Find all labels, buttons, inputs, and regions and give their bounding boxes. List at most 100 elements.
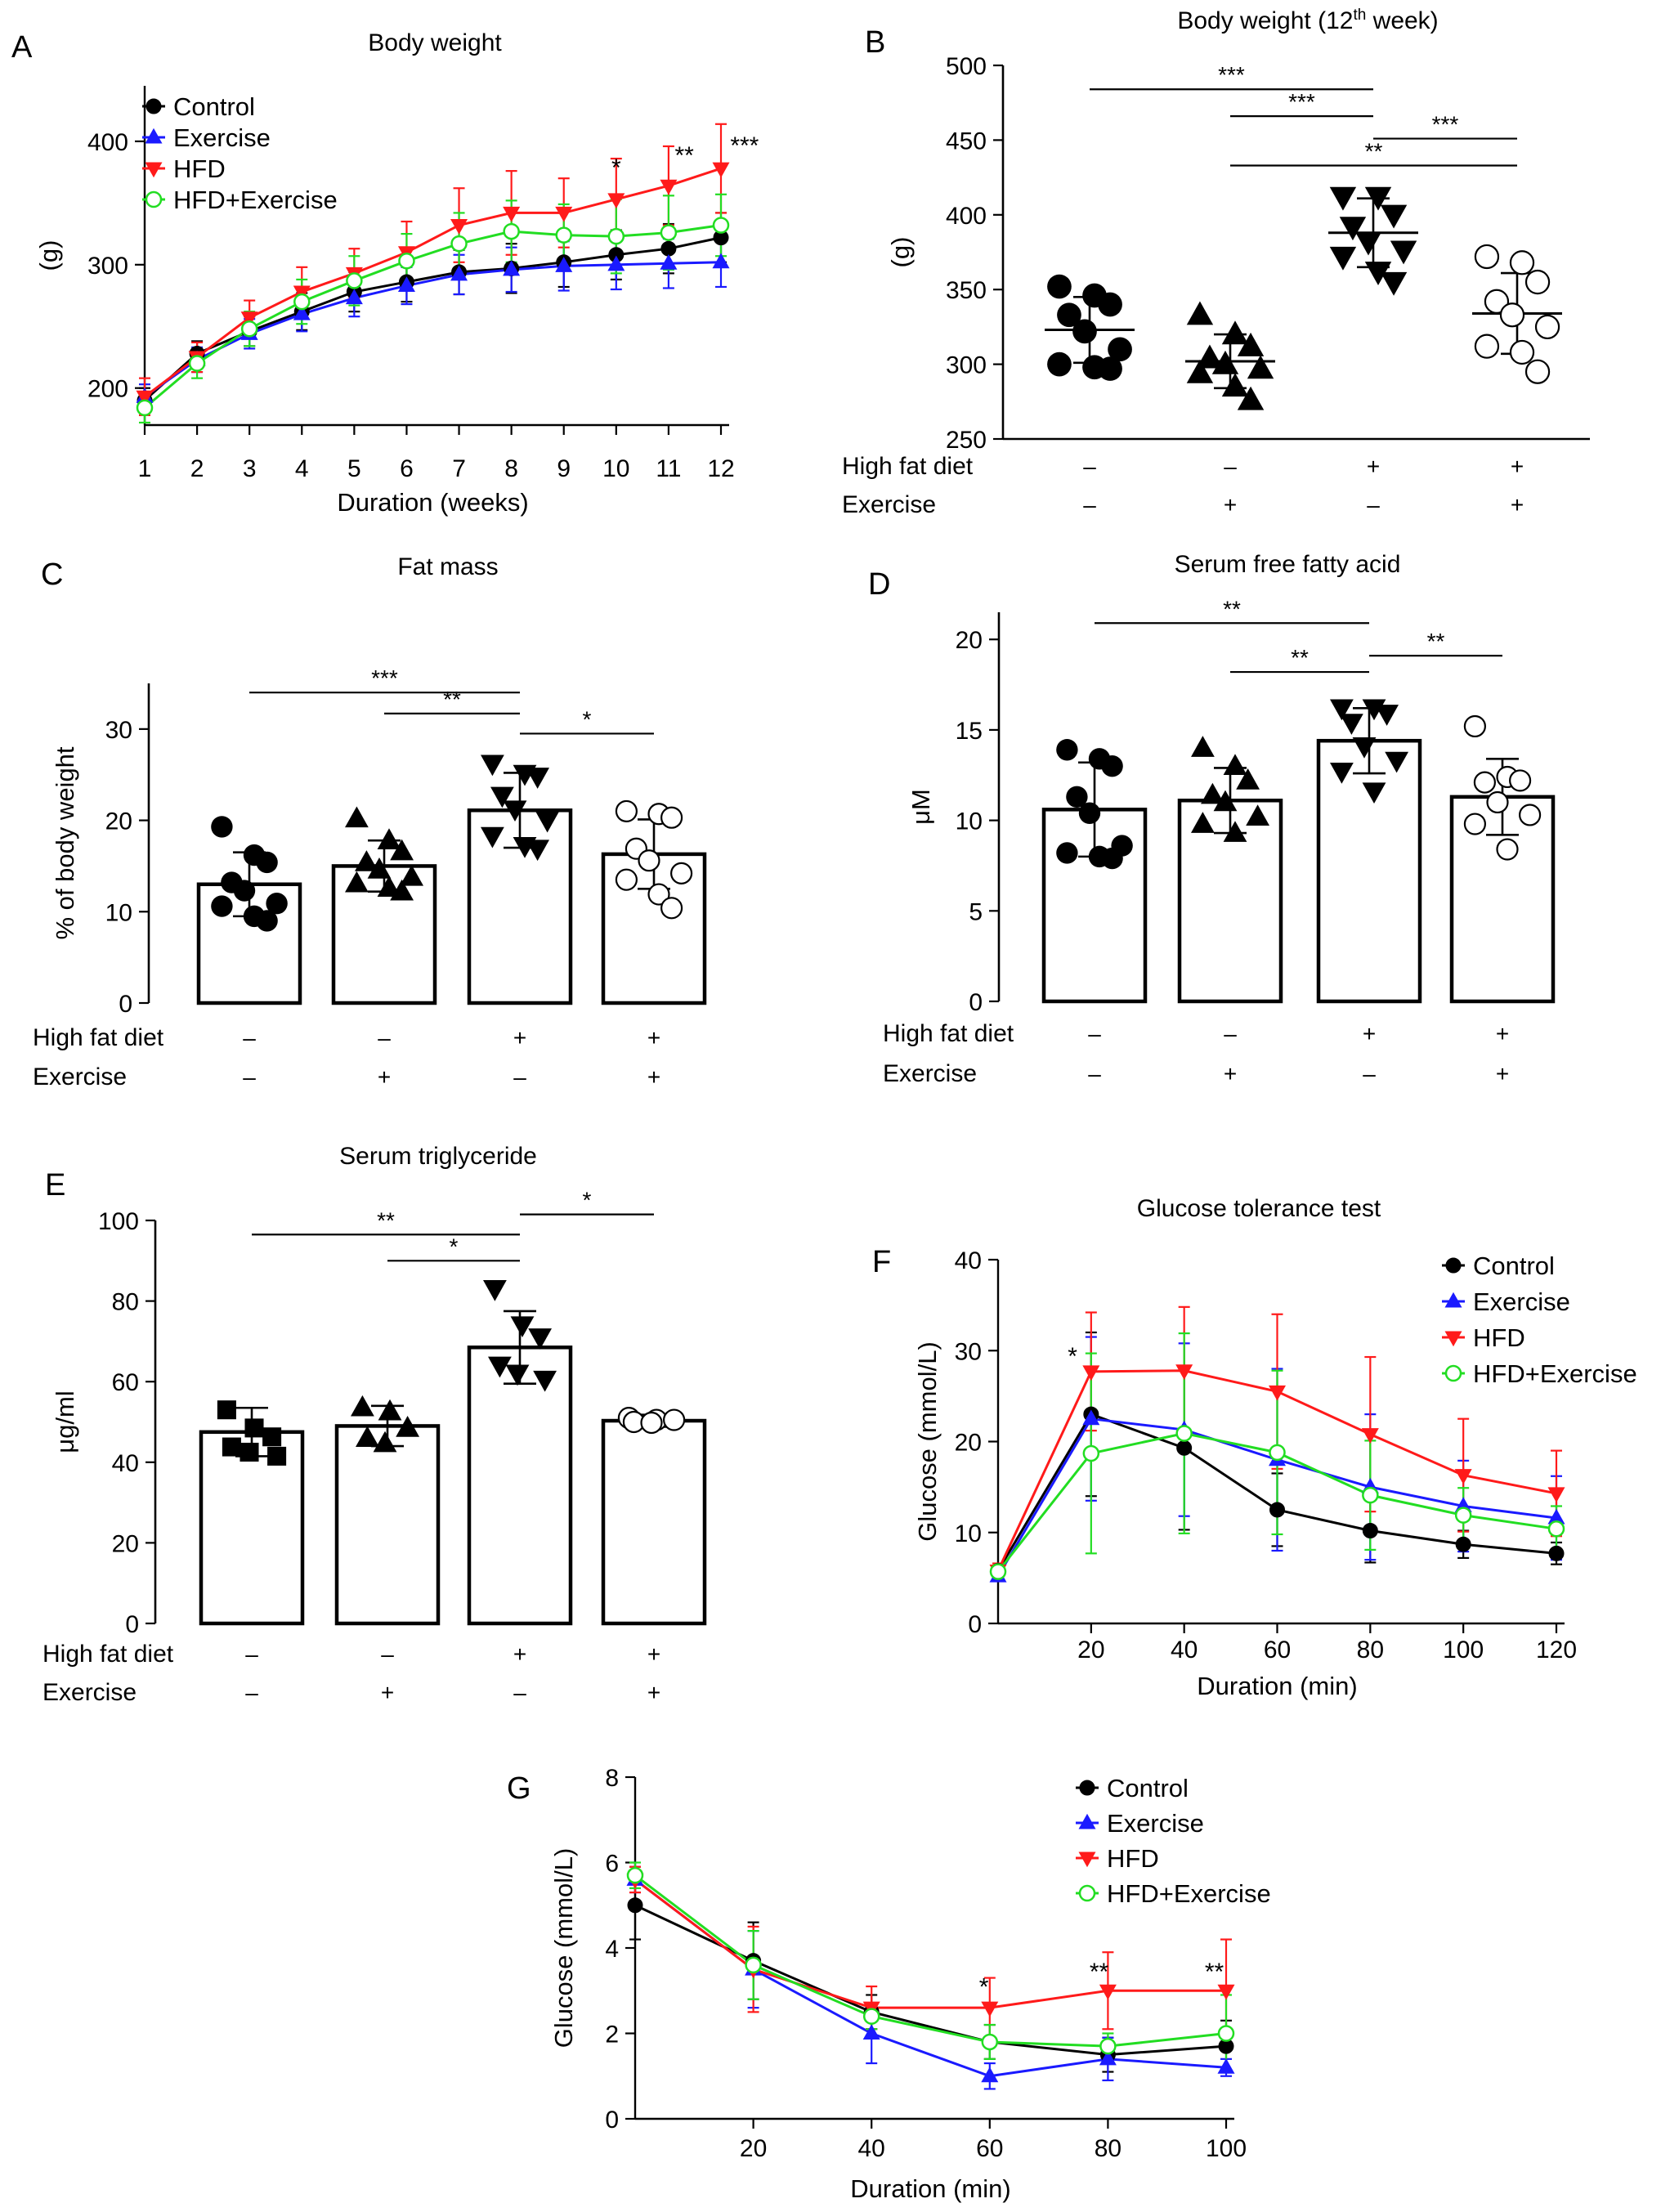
- data-point: [293, 293, 311, 311]
- data-point: [390, 839, 414, 861]
- group-control: [1041, 761, 1148, 1004]
- y-tick-label: 300: [946, 352, 987, 379]
- y-tick-label: 0: [119, 991, 132, 1018]
- x-tick-label: 60: [976, 2135, 1003, 2162]
- y-tick-label: 0: [969, 989, 983, 1016]
- data-point: [1361, 1428, 1379, 1444]
- data-point: [660, 806, 683, 829]
- data-point: [1380, 204, 1408, 229]
- legend-marker: [145, 162, 163, 178]
- panel-e: 0 20 40 60 80 100 E Serum triglyceride μg/ml High…: [43, 1143, 707, 1706]
- significance-mark: **: [443, 687, 461, 712]
- bar: [467, 1346, 573, 1626]
- high-fat-diet-sign: +: [1367, 454, 1380, 479]
- data-point: [211, 816, 233, 838]
- data-point: [1047, 274, 1072, 299]
- data-point: [1247, 355, 1274, 379]
- data-point: [483, 1280, 507, 1301]
- data-point: [503, 260, 521, 276]
- y-tick-label: 10: [955, 1520, 982, 1547]
- data-point: [262, 1427, 282, 1447]
- y-tick-label: 2: [605, 2022, 619, 2049]
- series-hfd: [139, 123, 727, 417]
- data-point: [1509, 769, 1532, 792]
- y-tick-label: 60: [112, 1369, 139, 1396]
- data-point: [1072, 319, 1097, 344]
- high-fat-diet-sign: –: [1088, 1021, 1101, 1046]
- exercise-sign: +: [1511, 492, 1524, 517]
- panel-label: C: [41, 557, 63, 592]
- data-point: [1354, 231, 1382, 256]
- data-point: [1473, 771, 1496, 794]
- legend-label: HFD+Exercise: [173, 186, 338, 214]
- x-tick-label: 7: [452, 455, 466, 482]
- series-line: [144, 224, 722, 410]
- exercise-sign: +: [1224, 1061, 1237, 1086]
- panel-g: 0 2 4 6 8 20 40 60 80 100 G Duration (min) Glucose (…: [507, 1765, 1271, 2203]
- significance-mark: *: [611, 154, 621, 181]
- y-tick-label: 4: [605, 1936, 619, 1963]
- data-point: [233, 880, 256, 902]
- significance-mark: ***: [1218, 62, 1245, 87]
- data-point: [293, 304, 311, 320]
- legend-label: HFD: [173, 154, 226, 183]
- data-point: [660, 240, 677, 257]
- data-point: [1484, 289, 1510, 314]
- data-point: [1385, 751, 1408, 773]
- x-tick-label: 1: [138, 455, 152, 482]
- y-tick-label: 30: [955, 1338, 982, 1365]
- data-point: [1269, 1444, 1286, 1462]
- data-point: [712, 217, 730, 234]
- significance-mark: *: [450, 1234, 459, 1259]
- data-point: [1223, 821, 1247, 842]
- group-control: [196, 851, 302, 1005]
- data-point: [505, 1364, 530, 1386]
- group-control: [199, 1406, 305, 1626]
- legend-label: Control: [1107, 1774, 1189, 1802]
- exercise-sign: –: [513, 1680, 526, 1705]
- data-point: [1078, 802, 1101, 824]
- data-point: [396, 1416, 419, 1437]
- data-point: [1186, 359, 1214, 383]
- data-point: [1098, 292, 1122, 317]
- y-tick-label: 0: [968, 1611, 982, 1638]
- chart-title-part: week): [1366, 7, 1438, 34]
- significance-mark: **: [377, 1207, 395, 1233]
- exercise-sign: –: [513, 1064, 526, 1090]
- x-tick-label: 3: [243, 455, 257, 482]
- exercise-sign: +: [378, 1064, 391, 1090]
- data-point: [1509, 250, 1535, 275]
- data-point: [345, 806, 369, 828]
- data-point: [555, 226, 572, 244]
- data-point: [1082, 1444, 1100, 1462]
- y-axis-label: (g): [34, 240, 63, 271]
- condition-row-label: Exercise: [883, 1060, 977, 1087]
- data-point: [663, 1408, 686, 1431]
- legend-marker: [1444, 1331, 1462, 1347]
- data-point: [1186, 301, 1214, 325]
- significance-mark: *: [583, 1188, 592, 1213]
- chart-title: Body weight (12th week): [1177, 7, 1438, 34]
- data-point: [1176, 1440, 1193, 1456]
- data-point: [1380, 271, 1408, 296]
- data-point: [1175, 1425, 1193, 1442]
- x-tick-label: 8: [504, 455, 518, 482]
- exercise-sign: –: [1363, 1061, 1376, 1086]
- data-point: [1509, 339, 1535, 365]
- data-point: [981, 2066, 999, 2083]
- high-fat-diet-sign: –: [1083, 454, 1096, 479]
- data-point: [1390, 240, 1417, 265]
- data-point: [1474, 334, 1500, 359]
- panel-f: 0 10 20 30 40 20 40 60 80 100 120 F Glucose toleranc…: [872, 1195, 1637, 1700]
- exercise-sign: +: [647, 1680, 660, 1705]
- chart-title: Body weight: [368, 29, 502, 56]
- high-fat-diet-sign: +: [647, 1641, 660, 1667]
- data-point: [1056, 842, 1078, 864]
- data-point: [1339, 217, 1367, 241]
- panel-label: F: [872, 1245, 891, 1279]
- y-tick-label: 400: [87, 129, 128, 156]
- condition-row-label: High fat diet: [883, 1020, 1014, 1047]
- data-point: [1221, 373, 1249, 397]
- data-point: [398, 253, 415, 270]
- data-point: [1547, 1487, 1565, 1503]
